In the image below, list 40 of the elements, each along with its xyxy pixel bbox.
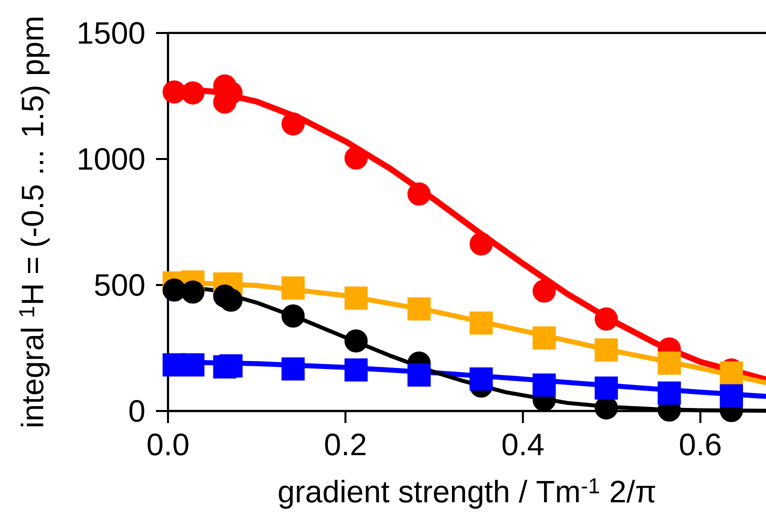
- point: [470, 367, 493, 391]
- point: [594, 376, 618, 400]
- point: [532, 279, 556, 303]
- point: [162, 80, 186, 104]
- y-tick-label: 1000: [78, 148, 144, 170]
- point: [282, 357, 305, 381]
- x-tick-label: 0.2: [325, 434, 366, 456]
- x-axis-title: gradient strength / Tm$^{-1}$ 2/π: [278, 478, 656, 509]
- point: [282, 304, 305, 328]
- x-tick-label: 0.0: [148, 434, 188, 456]
- y-tick-label: 1500: [78, 22, 144, 44]
- point: [594, 338, 618, 362]
- point: [407, 297, 431, 321]
- point: [532, 373, 556, 397]
- y-tick-label: 0: [129, 400, 144, 422]
- point: [344, 146, 368, 170]
- point: [658, 352, 681, 375]
- point: [594, 307, 618, 331]
- point: [532, 326, 556, 350]
- point: [407, 182, 431, 206]
- y-tick-label: 500: [94, 274, 144, 296]
- point: [470, 311, 493, 335]
- point: [344, 358, 368, 382]
- point: [344, 286, 368, 310]
- x-tick-label: 0.6: [680, 434, 721, 456]
- y-axis-title: integral $^{1}$H = (-0.5 ... 1.5) ppm: [19, 18, 50, 426]
- point: [720, 361, 743, 385]
- point: [162, 278, 186, 302]
- point: [720, 384, 743, 408]
- point: [658, 382, 681, 405]
- point: [219, 354, 243, 378]
- point: [282, 276, 305, 300]
- point: [181, 81, 204, 105]
- point: [282, 112, 305, 136]
- point: [181, 353, 204, 376]
- point: [470, 232, 493, 256]
- point: [407, 363, 431, 387]
- point: [181, 280, 204, 304]
- point: [344, 329, 368, 353]
- x-tick-label: 0.4: [502, 434, 544, 456]
